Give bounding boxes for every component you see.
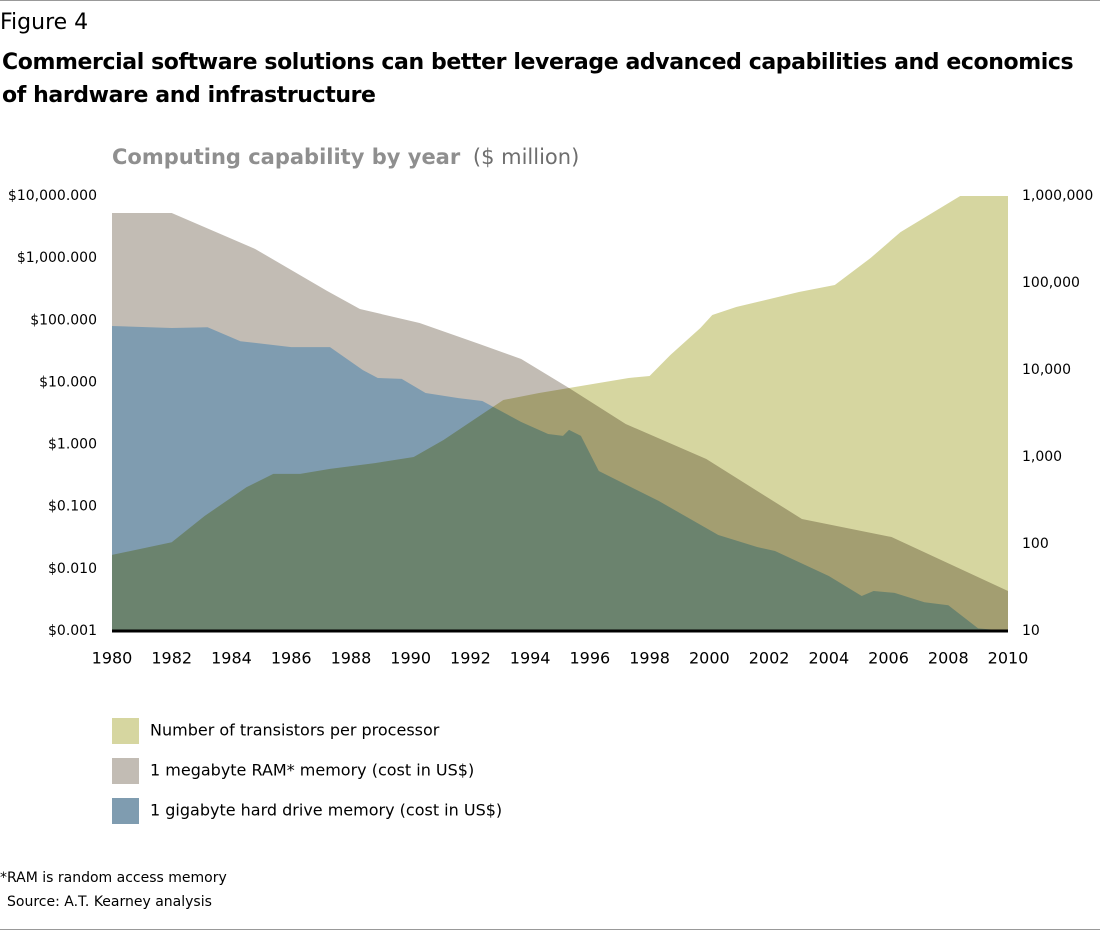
footnote: *RAM is random access memory bbox=[0, 870, 227, 886]
x-tick-label: 1994 bbox=[510, 649, 551, 668]
x-tick-label: 2008 bbox=[928, 649, 969, 668]
x-tick-label: 2000 bbox=[689, 649, 730, 668]
y2-tick-label: 100 bbox=[1022, 536, 1049, 552]
x-tick-label: 2010 bbox=[988, 649, 1029, 668]
x-tick-label: 1992 bbox=[450, 649, 491, 668]
legend-swatch bbox=[112, 758, 139, 784]
y-tick-label: $0.001 bbox=[48, 623, 97, 639]
chart-heading: Computing capability by year ($ million) bbox=[112, 145, 579, 169]
y-tick-label: $10.000 bbox=[39, 374, 97, 390]
y2-tick-label: 10,000 bbox=[1022, 362, 1071, 378]
chart-subtitle: ($ million) bbox=[473, 145, 579, 169]
y2-tick-label: 1,000,000 bbox=[1022, 188, 1093, 204]
legend-label: 1 gigabyte hard drive memory (cost in US… bbox=[150, 801, 502, 820]
area bbox=[112, 196, 1008, 631]
y2-tick-label: 1,000 bbox=[1022, 449, 1062, 465]
x-tick-label: 1990 bbox=[390, 649, 431, 668]
y-tick-label: $1,000.000 bbox=[17, 250, 97, 266]
legend-swatch bbox=[112, 718, 139, 744]
y2-tick-label: 100,000 bbox=[1022, 275, 1080, 291]
x-tick-label: 1982 bbox=[151, 649, 192, 668]
chart-title: Computing capability by year bbox=[112, 145, 461, 169]
x-tick-label: 1998 bbox=[629, 649, 670, 668]
y-tick-label: $0.100 bbox=[48, 499, 97, 515]
legend-label: 1 megabyte RAM* memory (cost in US$) bbox=[150, 761, 474, 780]
x-tick-label: 2002 bbox=[749, 649, 790, 668]
x-tick-label: 1988 bbox=[331, 649, 372, 668]
x-tick-label: 1996 bbox=[570, 649, 611, 668]
plot-area bbox=[112, 196, 1008, 631]
y-tick-label: $10,000.000 bbox=[8, 188, 97, 204]
source: Source: A.T. Kearney analysis bbox=[7, 894, 212, 910]
y-tick-label: $100.000 bbox=[30, 312, 97, 328]
figure-label: Figure 4 bbox=[0, 10, 88, 35]
y2-tick-label: 10 bbox=[1022, 623, 1040, 639]
legend-swatch bbox=[112, 798, 139, 824]
y-tick-label: $0.010 bbox=[48, 561, 97, 577]
x-tick-label: 1984 bbox=[211, 649, 252, 668]
heading: Commercial software solutions can better… bbox=[2, 50, 1074, 108]
legend-label: Number of transistors per processor bbox=[150, 721, 440, 740]
x-tick-label: 2006 bbox=[868, 649, 909, 668]
x-tick-label: 1986 bbox=[271, 649, 312, 668]
x-tick-label: 1980 bbox=[92, 649, 133, 668]
y-tick-label: $1.000 bbox=[48, 437, 97, 453]
x-tick-label: 2004 bbox=[808, 649, 849, 668]
